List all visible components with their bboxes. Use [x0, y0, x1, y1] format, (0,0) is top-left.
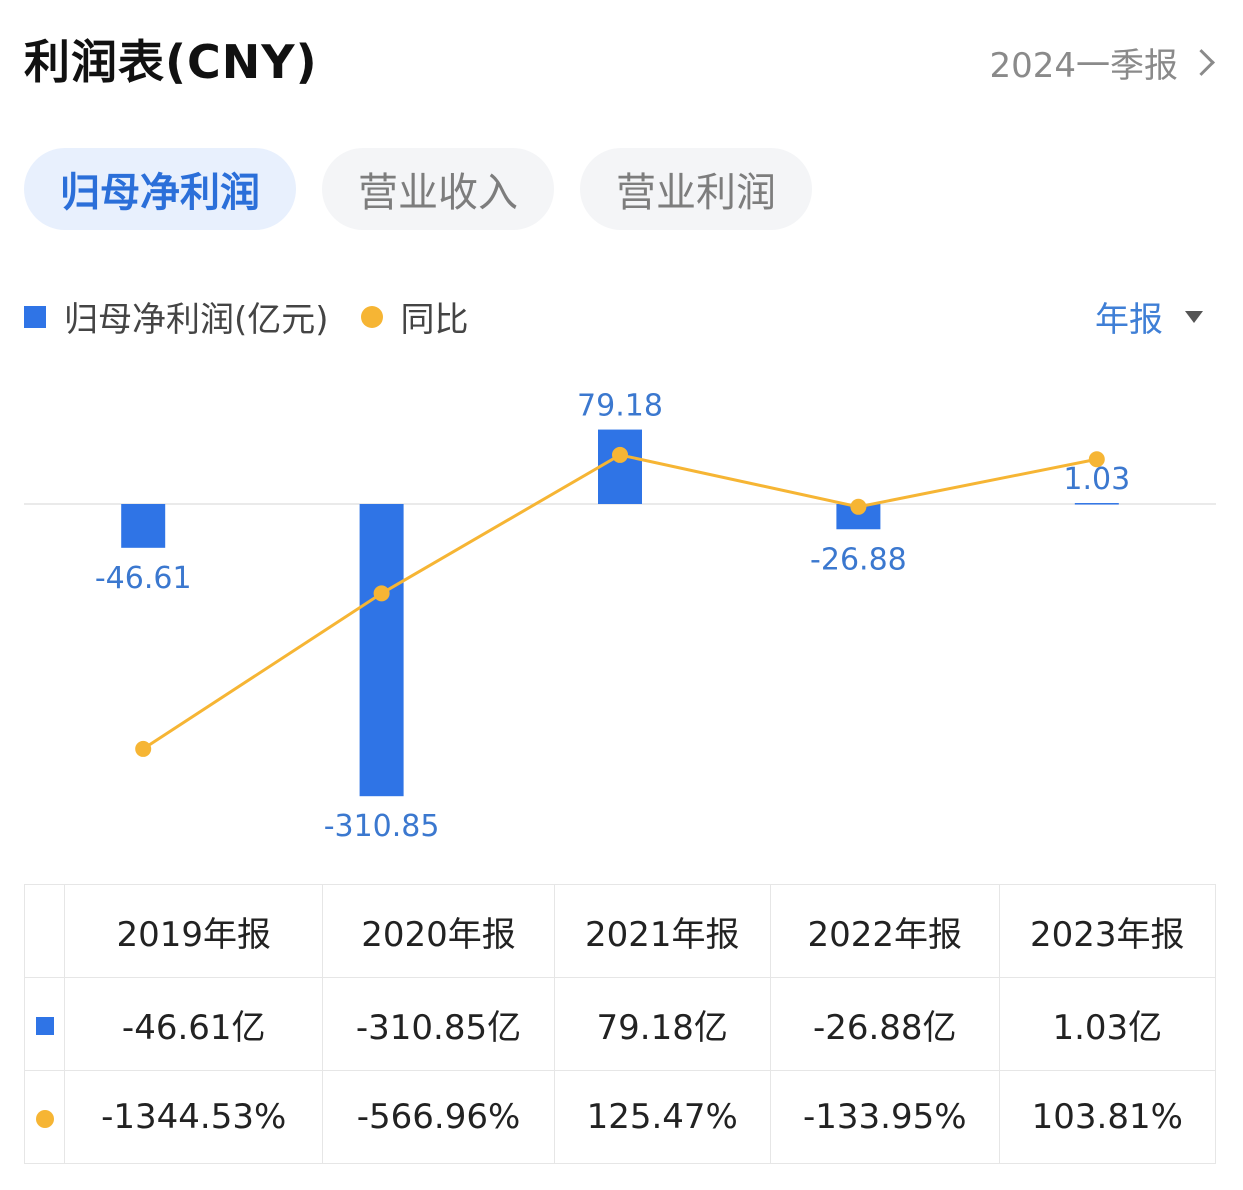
chart-legend: 归母净利润(亿元) 同比	[24, 292, 469, 341]
table-cell: 1.03亿	[998, 977, 1217, 1071]
tab-net-profit[interactable]: 归母净利润	[24, 148, 296, 230]
table-cell: 125.47%	[553, 1070, 771, 1164]
bar-value-label: -26.88	[810, 542, 907, 577]
table-row: -1344.53% -566.96% 125.47% -133.95% 103.…	[24, 1070, 1217, 1164]
table-header: 2021年报	[553, 884, 771, 978]
yoy-point	[135, 740, 152, 757]
table-header: 2019年报	[63, 884, 324, 978]
bar-value-label: 79.18	[577, 389, 663, 424]
tab-revenue[interactable]: 营业收入	[322, 148, 554, 230]
table-row: -46.61亿 -310.85亿 79.18亿 -26.88亿 1.03亿	[24, 977, 1217, 1071]
bar-value-label: 1.03	[1063, 462, 1130, 497]
chevron-right-icon	[1188, 49, 1215, 76]
bar-value-label: -310.85	[324, 809, 440, 844]
table-header: 2020年报	[322, 884, 555, 978]
period-label: 2024一季报	[989, 46, 1178, 86]
frequency-dropdown[interactable]: 年报	[1095, 292, 1203, 341]
tab-operating-profit[interactable]: 营业利润	[580, 148, 812, 230]
line-legend-swatch	[360, 305, 383, 328]
table-cell: -566.96%	[322, 1070, 555, 1164]
bar	[359, 504, 404, 797]
yoy-point	[373, 585, 390, 602]
table-header-row: 2019年报 2020年报 2021年报 2022年报 2023年报	[24, 884, 1217, 978]
table-header: 2023年报	[998, 884, 1217, 978]
table-cell: 103.81%	[998, 1070, 1217, 1164]
yoy-point	[612, 446, 628, 463]
bar-legend-label: 归母净利润(亿元)	[64, 300, 329, 340]
profit-chart: -46.61 -310.85 79.18 -26.88 1.03	[24, 389, 1216, 844]
bar	[598, 429, 642, 504]
profit-row-marker	[24, 977, 65, 1071]
line-legend-label: 同比	[400, 300, 469, 340]
dot-marker-icon	[35, 1110, 54, 1128]
bar-value-label: -46.61	[95, 561, 192, 596]
data-table: 2019年报 2020年报 2021年报 2022年报 2023年报 -46.6…	[24, 884, 1217, 1164]
period-selector[interactable]: 2024一季报	[989, 38, 1219, 87]
table-cell: -310.85亿	[322, 977, 555, 1071]
yoy-point	[850, 498, 867, 515]
page-title: 利润表(CNY)	[24, 35, 318, 89]
table-cell: 79.18亿	[553, 977, 771, 1071]
metric-tabs: 归母净利润 营业收入 营业利润	[24, 148, 812, 230]
bar-legend-swatch	[24, 305, 46, 328]
caret-down-icon	[1185, 310, 1203, 323]
bar	[1074, 503, 1119, 505]
table-cell: -1344.53%	[63, 1070, 324, 1164]
table-corner-cell	[24, 884, 65, 978]
header: 利润表(CNY) 2024一季报	[0, 0, 1243, 110]
table-cell: -133.95%	[769, 1070, 1000, 1164]
yoy-row-marker	[24, 1070, 65, 1164]
table-cell: -46.61亿	[63, 977, 324, 1071]
table-cell: -26.88亿	[769, 977, 1000, 1071]
yoy-point	[1088, 451, 1105, 468]
bar-marker-icon	[35, 1017, 54, 1035]
bar	[121, 504, 166, 548]
frequency-label: 年报	[1095, 300, 1163, 340]
table-header: 2022年报	[769, 884, 1000, 978]
